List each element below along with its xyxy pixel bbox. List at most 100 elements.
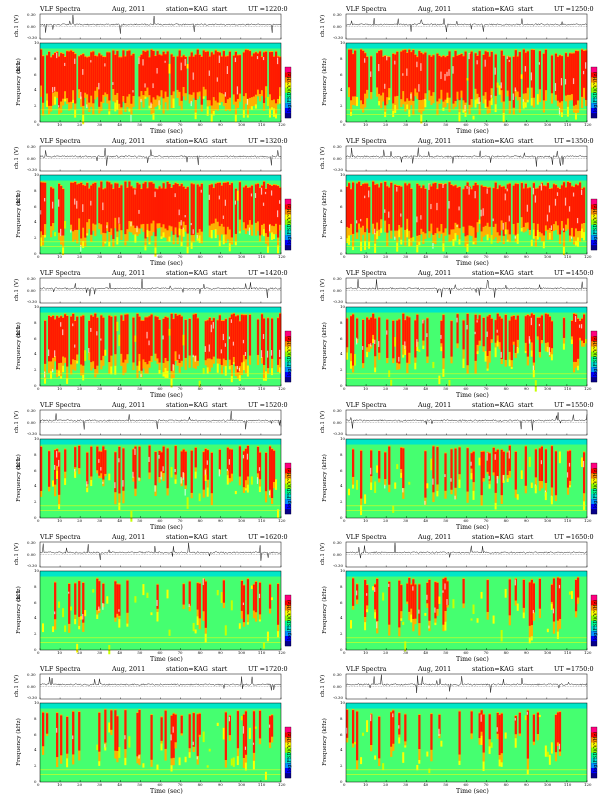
y-tick-label: 10: [340, 304, 345, 309]
colorbar-segment: [285, 361, 291, 367]
x-tick-label: 10: [363, 518, 369, 523]
colorbar-segment: [285, 727, 291, 733]
panel-title: VLF Spectra: [40, 665, 81, 673]
colorbar-segment: [285, 742, 291, 748]
colorbar-segment: [591, 72, 597, 78]
x-tick-label: 60: [157, 254, 163, 259]
x-tick-label: 110: [257, 254, 266, 259]
spectrogram-panel: VLF Spectra Aug, 2011 station=KAG start UT =…: [306, 401, 612, 531]
y-tick-label: 10: [340, 436, 345, 441]
colorbar-label: log(PSD)(V²/Hz): [286, 335, 293, 377]
spectrogram-cutoff-band: [40, 175, 281, 181]
panel-date: Aug, 2011: [112, 665, 146, 673]
colorbar-segment: [591, 67, 597, 73]
colorbar-segment: [591, 640, 597, 647]
colorbar-segment: [591, 762, 597, 768]
x-axis-label: Time (sec): [456, 524, 489, 531]
y-axis-label: Frequency (kHz): [15, 718, 22, 766]
x-tick-label: 30: [403, 782, 409, 787]
x-tick-label: 20: [383, 254, 389, 259]
x-tick-label: 0: [343, 650, 346, 655]
waveform-axis-label: ch.1 (V): [320, 14, 327, 38]
colorbar-frame: [284, 330, 292, 383]
x-tick-label: 120: [584, 518, 592, 523]
x-tick-label: 10: [363, 386, 369, 391]
x-tick-label: 90: [523, 650, 529, 655]
x-tick-label: 100: [543, 518, 552, 523]
panel-station: station=KAG: [472, 269, 514, 277]
spectrogram-cutoff-band: [40, 703, 281, 709]
colorbar-segment: [285, 752, 291, 758]
panel-start-time: UT =1250:0: [554, 5, 594, 13]
waveform-axis-label: ch.1 (V): [14, 542, 21, 566]
y-tick-label: 4: [340, 87, 343, 93]
x-tick-label: 90: [523, 386, 529, 391]
x-tick-label: 30: [97, 518, 103, 523]
colorbar-segment: [285, 620, 291, 626]
waveform-tick-label: 0.30: [27, 672, 36, 677]
spectrogram-cutoff-band: [346, 43, 587, 49]
y-tick-label: 0: [340, 119, 343, 124]
x-tick-label: 110: [257, 122, 266, 127]
colorbar-segment: [591, 600, 597, 606]
x-tick-label: 0: [343, 254, 346, 259]
y-tick-label: 2: [340, 235, 343, 241]
panel-start-time: UT =1520:0: [248, 401, 288, 409]
x-tick-label: 0: [37, 518, 40, 523]
x-tick-label: 40: [423, 386, 429, 391]
panel-plot: [345, 409, 598, 519]
colorbar-segment: [285, 107, 291, 114]
colorbar-segment: [591, 742, 597, 748]
colorbar-segment: [591, 336, 597, 342]
x-tick-label: 30: [97, 254, 103, 259]
x-tick-label: 110: [257, 782, 266, 787]
waveform-tick-label: -0.30: [27, 563, 37, 568]
x-axis-label: Time (sec): [456, 260, 489, 267]
x-tick-label: 110: [563, 254, 572, 259]
panel-station: station=KAG: [166, 665, 208, 673]
colorbar-segment: [591, 356, 597, 362]
colorbar-segment: [591, 331, 597, 337]
colorbar-segment: [285, 503, 291, 510]
x-tick-label: 10: [363, 254, 369, 259]
y-tick-label: 8: [34, 187, 37, 193]
colorbar-segment: [285, 371, 291, 378]
x-tick-label: 50: [443, 254, 449, 259]
x-tick-label: 0: [37, 386, 40, 391]
colorbar-frame: [590, 594, 598, 647]
panel-plot: [345, 145, 598, 256]
y-tick-label: 2: [34, 499, 37, 505]
y-tick-label: 2: [34, 763, 37, 769]
x-tick-label: 0: [37, 782, 40, 787]
spectrogram-cutoff-band: [346, 571, 587, 577]
colorbar-segment: [591, 361, 597, 367]
x-tick-label: 90: [217, 518, 223, 523]
y-axis-label: Frequency (kHz): [321, 58, 328, 106]
y-tick-label: 4: [340, 747, 343, 753]
y-tick-label: 6: [340, 203, 343, 209]
waveform-line: [39, 676, 282, 691]
x-tick-label: 40: [423, 650, 429, 655]
waveform-axis-label: ch.1 (V): [320, 542, 327, 566]
x-axis-label: Time (sec): [150, 524, 183, 531]
x-tick-label: 90: [217, 782, 223, 787]
x-tick-label: 120: [278, 122, 286, 127]
colorbar-segment: [591, 757, 597, 763]
x-tick-label: 60: [463, 254, 469, 259]
x-tick-label: 100: [543, 650, 552, 655]
x-tick-label: 80: [197, 518, 203, 523]
y-tick-label: 2: [340, 499, 343, 505]
colorbar-segment: [591, 224, 597, 230]
waveform-tick-label: -0.30: [333, 299, 343, 304]
colorbar-segment: [591, 732, 597, 738]
x-tick-label: 80: [197, 782, 203, 787]
colorbar-segment: [285, 737, 291, 743]
colorbar-segment: [591, 82, 597, 88]
x-tick-label: 50: [137, 386, 143, 391]
waveform-line: [39, 148, 282, 166]
panel-date: Aug, 2011: [418, 269, 452, 277]
colorbar-segment: [591, 244, 597, 251]
x-tick-label: 40: [423, 254, 429, 259]
colorbar-segment: [591, 346, 597, 352]
spectrogram-panel: VLF Spectra Aug, 2011 station=KAG start UT =…: [0, 269, 306, 399]
